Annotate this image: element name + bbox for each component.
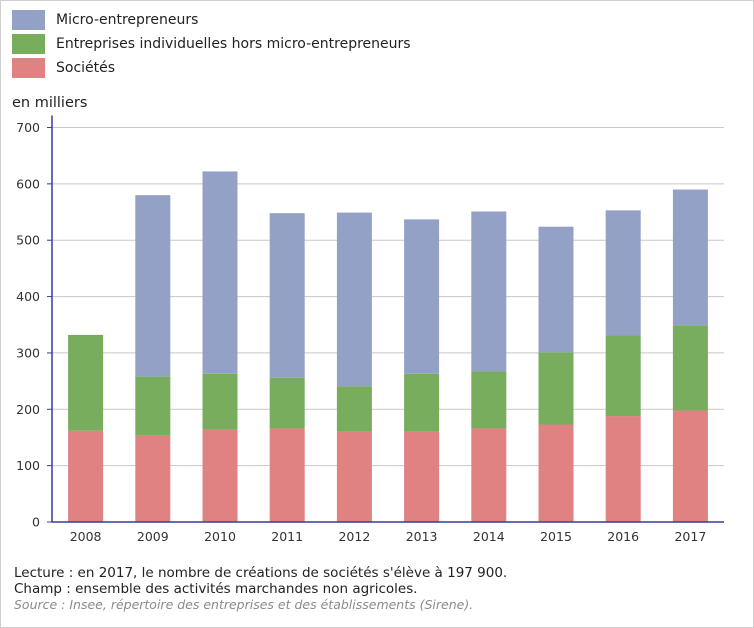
- legend-swatch-micro-entrepreneurs: [12, 10, 45, 30]
- y-tick-label: 500: [16, 233, 40, 248]
- bar-societes: [202, 429, 238, 522]
- bar-entreprises-individuelles: [404, 373, 440, 432]
- note-source: Source : Insee, répertoire des entrepris…: [14, 597, 474, 612]
- legend-swatch-societes: [12, 58, 45, 78]
- bar-micro-entrepreneurs: [471, 211, 507, 372]
- bar-micro-entrepreneurs: [202, 171, 238, 374]
- legend-item-micro-entrepreneurs: Micro-entrepreneurs: [12, 8, 411, 32]
- y-axis-label: en milliers: [12, 95, 88, 111]
- legend-item-entreprises-individuelles: Entreprises individuelles hors micro-ent…: [12, 32, 411, 56]
- bar-micro-entrepreneurs: [605, 210, 641, 336]
- bar-entreprises-individuelles: [538, 352, 574, 425]
- bar-micro-entrepreneurs: [672, 189, 708, 326]
- bar-societes: [538, 424, 574, 522]
- legend-label: Entreprises individuelles hors micro-ent…: [56, 36, 411, 52]
- bar-societes: [672, 410, 708, 522]
- x-tick-label: 2012: [338, 529, 370, 544]
- bar-entreprises-individuelles: [202, 373, 238, 430]
- x-tick-label: 2011: [271, 529, 303, 544]
- y-tick-label: 100: [16, 458, 40, 473]
- x-tick-label: 2014: [473, 529, 505, 544]
- bar-entreprises-individuelles: [605, 335, 641, 417]
- bar-societes: [336, 431, 372, 522]
- bar-societes: [68, 430, 104, 522]
- y-tick-label: 700: [16, 120, 40, 135]
- chart-legend: Micro-entrepreneurs Entreprises individu…: [12, 8, 411, 80]
- x-tick-label: 2009: [137, 529, 169, 544]
- x-tick-label: 2013: [406, 529, 438, 544]
- bar-entreprises-individuelles: [672, 325, 708, 411]
- note-lecture: Lecture : en 2017, le nombre de création…: [14, 565, 508, 581]
- x-tick-label: 2010: [204, 529, 236, 544]
- bar-entreprises-individuelles: [135, 376, 171, 436]
- y-tick-label: 0: [32, 515, 40, 530]
- x-tick-label: 2017: [674, 529, 706, 544]
- bar-societes: [135, 435, 171, 522]
- y-tick-label: 600: [16, 176, 40, 191]
- legend-label: Sociétés: [56, 60, 116, 76]
- bar-entreprises-individuelles: [269, 377, 305, 429]
- x-tick-label: 2008: [70, 529, 102, 544]
- bar-micro-entrepreneurs: [538, 226, 574, 353]
- chart-notes: Lecture : en 2017, le nombre de création…: [14, 565, 507, 613]
- legend-item-societes: Sociétés: [12, 56, 411, 80]
- x-tick-label: 2015: [540, 529, 572, 544]
- bar-micro-entrepreneurs: [404, 219, 440, 374]
- bar-entreprises-individuelles: [471, 371, 507, 429]
- bar-societes: [269, 428, 305, 522]
- bar-micro-entrepreneurs: [269, 213, 305, 378]
- y-tick-label: 300: [16, 345, 40, 360]
- x-tick-label: 2016: [607, 529, 639, 544]
- note-champ: Champ : ensemble des activités marchande…: [14, 581, 418, 597]
- legend-swatch-entreprises-individuelles: [12, 34, 45, 54]
- bar-micro-entrepreneurs: [135, 195, 171, 377]
- bar-micro-entrepreneurs: [336, 212, 372, 387]
- bar-societes: [471, 428, 507, 522]
- bar-societes: [605, 416, 641, 522]
- y-tick-label: 400: [16, 289, 40, 304]
- legend-label: Micro-entrepreneurs: [56, 12, 199, 28]
- bar-chart: 0 100 200 300 400 500 600 700 2008 2009 2010 2011 20…: [16, 115, 724, 544]
- bar-societes: [404, 431, 440, 522]
- y-tick-label: 200: [16, 402, 40, 417]
- bar-entreprises-individuelles: [68, 334, 104, 431]
- bar-entreprises-individuelles: [336, 386, 372, 432]
